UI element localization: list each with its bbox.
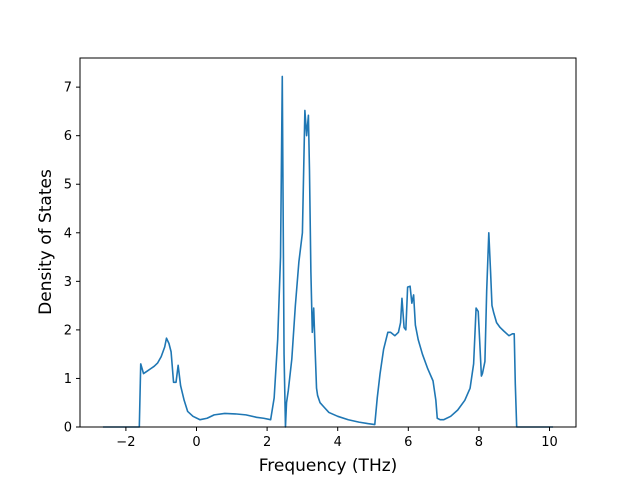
x-tick-label: 4 xyxy=(334,435,342,450)
x-axis-ticks: −2 0 2 4 6 8 10 xyxy=(116,427,558,450)
series-layer xyxy=(102,75,554,428)
x-tick-label: −2 xyxy=(116,435,135,450)
dos-series-line xyxy=(102,75,554,428)
y-tick-label: 3 xyxy=(64,275,72,290)
x-axis-label: Frequency (THz) xyxy=(259,456,398,476)
y-tick-label: 2 xyxy=(64,323,72,338)
x-tick-label: 6 xyxy=(404,435,412,450)
y-axis-ticks: 0 1 2 3 4 5 6 7 xyxy=(64,81,80,436)
y-tick-label: 7 xyxy=(64,81,72,96)
axes-frame xyxy=(79,57,577,428)
x-tick-label: 2 xyxy=(263,435,271,450)
y-axis-label: Density of States xyxy=(36,169,56,315)
y-tick-label: 6 xyxy=(64,129,72,144)
x-tick-label: 8 xyxy=(475,435,483,450)
x-tick-label: 0 xyxy=(192,435,200,450)
y-tick-label: 5 xyxy=(64,178,72,193)
plot-area xyxy=(80,58,576,427)
y-tick-label: 4 xyxy=(64,226,72,241)
y-tick-label: 0 xyxy=(64,421,72,436)
y-tick-label: 1 xyxy=(64,372,72,387)
x-tick-label: 10 xyxy=(541,435,558,450)
